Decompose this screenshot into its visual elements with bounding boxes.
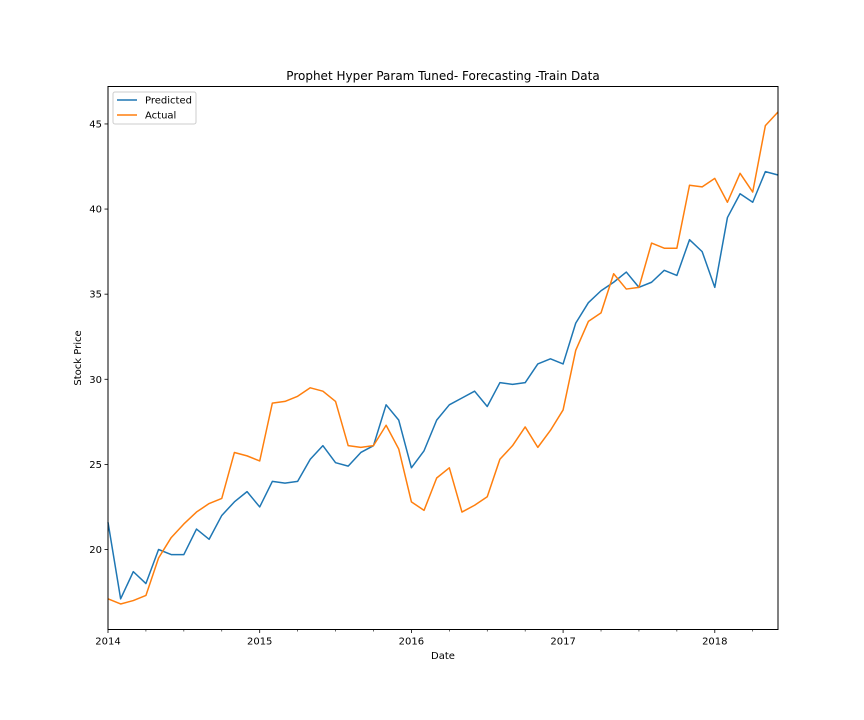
y-tick-label: 25: [89, 460, 102, 471]
y-tick-label: 40: [89, 205, 102, 216]
y-axis: 20 25 30 35 40 45: [89, 119, 108, 556]
y-axis-label: Stock Price: [73, 330, 84, 385]
legend: Predicted Actual: [112, 91, 197, 125]
plot-area: [107, 111, 779, 605]
legend-label-predicted: Predicted: [145, 96, 192, 107]
y-tick-label: 30: [89, 375, 102, 386]
x-tick-label: 2015: [247, 637, 272, 648]
x-tick-label: 2018: [702, 637, 727, 648]
plot-frame: [107, 86, 779, 630]
x-axis-label: Date: [431, 651, 455, 662]
series-line-predicted: [107, 170, 779, 600]
chart-title: Prophet Hyper Param Tuned- Forecasting -…: [286, 69, 599, 83]
x-axis: 2014 2015 2016 2017 2018: [95, 629, 754, 648]
x-tick-label: 2016: [399, 637, 424, 648]
y-tick-label: 20: [89, 545, 102, 556]
y-tick-label: 45: [89, 119, 102, 130]
series-line-actual: [107, 111, 779, 605]
x-tick-label: 2014: [95, 637, 120, 648]
x-tick-label: 2017: [550, 637, 575, 648]
y-tick-label: 35: [89, 290, 102, 301]
legend-label-actual: Actual: [145, 111, 176, 122]
